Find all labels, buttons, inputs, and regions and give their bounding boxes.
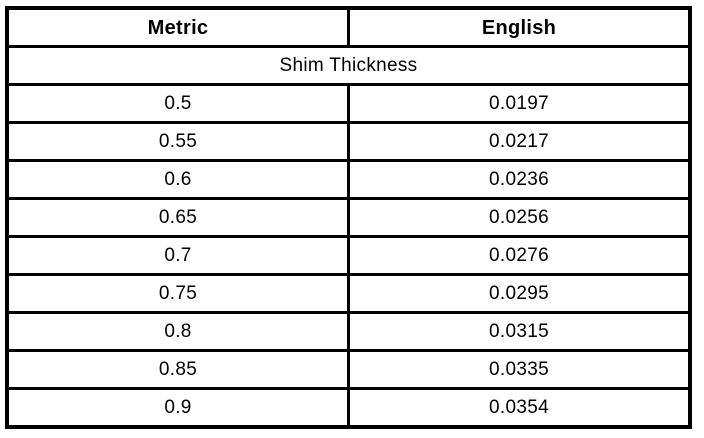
metric-value: 0.75 — [5, 273, 350, 314]
table-row: 0.75 0.0295 — [5, 273, 692, 314]
table-row: 0.55 0.0217 — [5, 121, 692, 162]
metric-value: 0.55 — [5, 121, 350, 162]
english-value: 0.0256 — [347, 197, 692, 238]
column-header-english: English — [347, 6, 692, 48]
table-row: 0.9 0.0354 — [5, 387, 692, 429]
column-header-metric: Metric — [5, 6, 350, 48]
metric-value: 0.6 — [5, 159, 350, 200]
english-value: 0.0295 — [347, 273, 692, 314]
table-row: 0.85 0.0335 — [5, 349, 692, 390]
english-value: 0.0354 — [347, 387, 692, 429]
metric-value: 0.85 — [5, 349, 350, 390]
table-body: 0.5 0.0197 0.55 0.0217 0.6 0.0236 0.65 0.0256 0.… — [5, 83, 692, 429]
table-row: 0.65 0.0256 — [5, 197, 692, 238]
english-value: 0.0315 — [347, 311, 692, 352]
table-row: 0.5 0.0197 — [5, 83, 692, 124]
table-row: 0.7 0.0276 — [5, 235, 692, 276]
shim-thickness-table: Metric English Shim Thickness 0.5 0.0197 0… — [5, 6, 692, 429]
english-value: 0.0217 — [347, 121, 692, 162]
header-row: Metric English — [5, 6, 692, 48]
metric-value: 0.65 — [5, 197, 350, 238]
metric-value: 0.5 — [5, 83, 350, 124]
section-header-row: Shim Thickness — [5, 45, 692, 86]
metric-value: 0.9 — [5, 387, 350, 429]
table-row: 0.8 0.0315 — [5, 311, 692, 352]
section-header: Shim Thickness — [5, 45, 692, 86]
metric-value: 0.8 — [5, 311, 350, 352]
english-value: 0.0236 — [347, 159, 692, 200]
english-value: 0.0335 — [347, 349, 692, 390]
english-value: 0.0197 — [347, 83, 692, 124]
metric-value: 0.7 — [5, 235, 350, 276]
table-row: 0.6 0.0236 — [5, 159, 692, 200]
english-value: 0.0276 — [347, 235, 692, 276]
